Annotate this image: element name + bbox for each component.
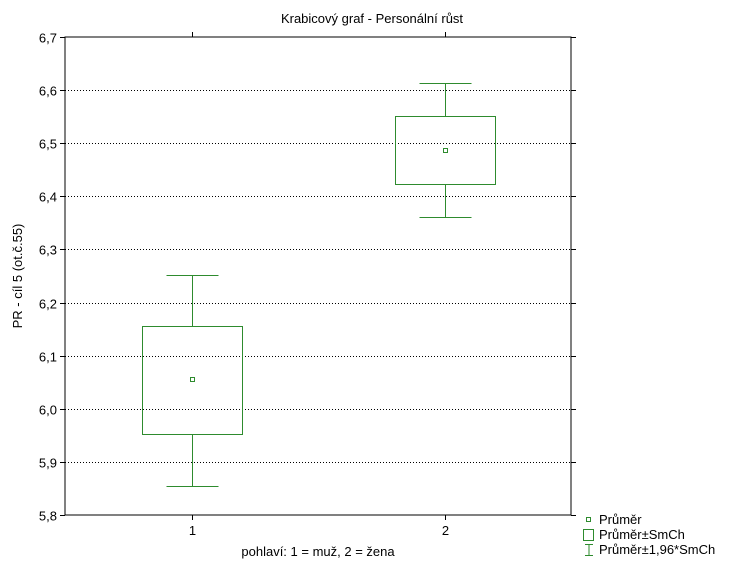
y-tick-label: 6,7 xyxy=(39,31,57,46)
y-axis-label: PR - cíl 5 (ot.č.55) xyxy=(10,224,25,329)
legend-item-mean: Průměr xyxy=(582,512,715,527)
se-box xyxy=(395,116,496,185)
chart-legend: Průměr Průměr±SmCh Průměr±1,96*SmCh xyxy=(582,512,715,557)
whisker-icon xyxy=(582,543,596,557)
legend-label-se: Průměr±SmCh xyxy=(599,526,685,542)
x-axis-label: pohlaví: 1 = muž, 2 = žena xyxy=(241,544,395,559)
box-item-1 xyxy=(142,275,243,487)
box-series xyxy=(142,83,496,487)
y-axis-ticks: 6,7 6,6 6,5 6,4 6,3 6,2 6,1 6,0 5,9 5,8 xyxy=(39,31,576,524)
y-tick-label: 5,8 xyxy=(39,509,57,524)
y-tick-label: 6,6 xyxy=(39,84,57,99)
x-tick-label: 2 xyxy=(442,523,449,538)
plot-frame xyxy=(64,36,572,516)
y-tick-label: 6,0 xyxy=(39,403,57,418)
legend-item-ci-whisker: Průměr±1,96*SmCh xyxy=(582,542,715,557)
y-tick-label: 6,4 xyxy=(39,190,57,205)
x-tick-label: 1 xyxy=(189,523,196,538)
box-item-2 xyxy=(395,83,496,218)
y-tick-label: 5,9 xyxy=(39,456,57,471)
legend-label-mean: Průměr xyxy=(599,511,642,527)
mean-marker-icon xyxy=(582,513,596,527)
mean-marker xyxy=(190,377,195,382)
box-icon xyxy=(582,528,596,542)
y-tick-label: 6,5 xyxy=(39,137,57,152)
legend-label-ci: Průměr±1,96*SmCh xyxy=(599,541,716,557)
chart-title: Krabicový graf - Personální růst xyxy=(281,11,463,26)
y-tick-label: 6,3 xyxy=(39,243,57,258)
mean-marker xyxy=(443,148,448,153)
y-tick-label: 6,1 xyxy=(39,350,57,365)
legend-item-se-box: Průměr±SmCh xyxy=(582,527,715,542)
grid-lines xyxy=(65,90,571,463)
se-box xyxy=(142,326,243,435)
y-tick-label: 6,2 xyxy=(39,297,57,312)
